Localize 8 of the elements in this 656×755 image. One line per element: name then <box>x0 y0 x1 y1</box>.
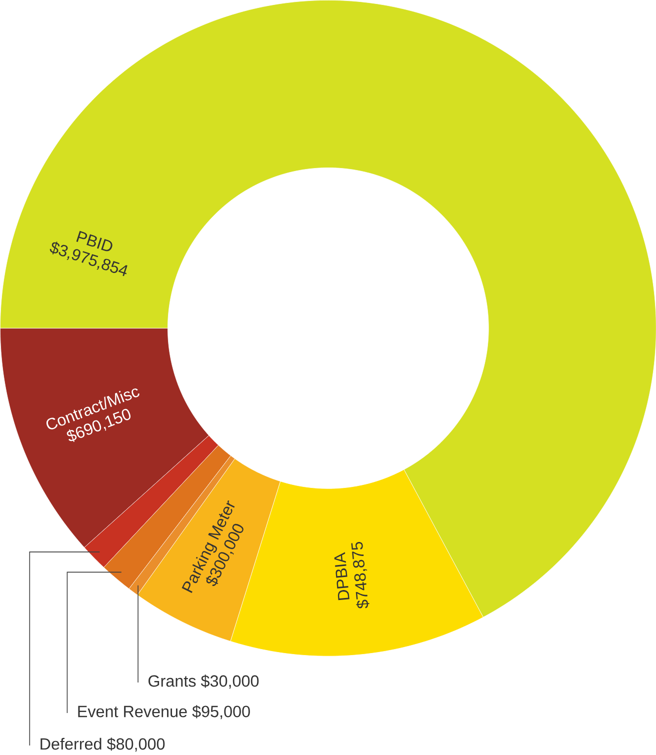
data-label: $748,875 <box>351 542 370 608</box>
data-label: $30,000 <box>200 674 258 689</box>
slice-label: Event Revenue <box>78 706 187 718</box>
data-label: $80,000 <box>106 738 164 752</box>
slice-label: DPBIA <box>334 552 350 600</box>
slice-label: Grants <box>148 675 196 687</box>
data-label: $95,000 <box>192 705 250 720</box>
slice-label: Deferred <box>40 738 102 750</box>
